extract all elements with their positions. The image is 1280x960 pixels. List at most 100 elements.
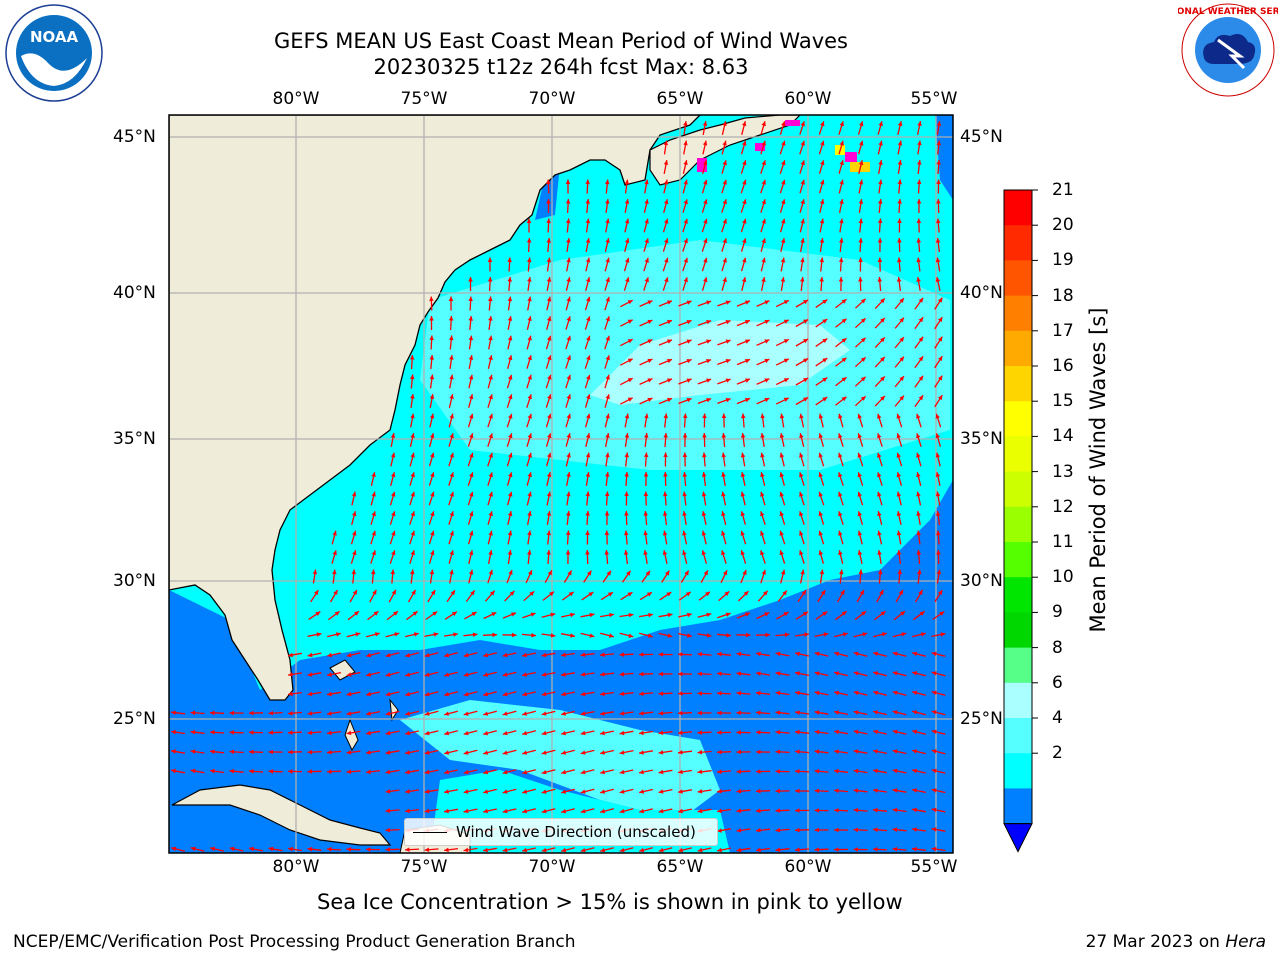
wave-direction-arrowhead xyxy=(682,472,687,477)
wave-direction-arrowhead xyxy=(546,179,551,185)
wave-direction-arrowhead xyxy=(839,179,844,185)
wave-direction-arrowhead xyxy=(686,339,692,344)
wave-direction-arrowhead xyxy=(725,300,731,305)
wave-direction-arrowhead xyxy=(644,413,649,419)
wave-direction-arrowhead xyxy=(897,160,903,165)
wave-direction-arrowhead xyxy=(818,452,823,458)
wave-direction-arrowhead xyxy=(861,611,866,616)
wave-direction-arrowhead xyxy=(527,316,532,321)
wave-direction-arrowhead xyxy=(327,691,332,697)
wave-direction-arrowhead xyxy=(873,847,878,852)
lat-label-left: 40°N xyxy=(113,283,156,303)
wave-direction-arrowhead xyxy=(703,179,708,185)
wave-direction-arrowhead xyxy=(502,847,508,853)
wave-direction-arrowhead xyxy=(507,257,512,263)
wave-direction-arrowhead xyxy=(745,612,750,617)
wave-direction-arrowhead xyxy=(366,847,371,852)
wave-direction-arrowhead xyxy=(509,591,515,596)
wave-direction-arrowhead xyxy=(779,530,784,536)
wave-direction-arrowhead xyxy=(430,491,435,497)
wave-direction-arrowhead xyxy=(644,277,649,283)
wave-direction-arrowhead xyxy=(566,355,571,361)
wave-direction-arrowhead xyxy=(936,160,941,165)
wave-direction-arrowhead xyxy=(600,652,605,657)
wave-direction-arrowhead xyxy=(814,671,820,676)
wave-direction-arrowhead xyxy=(647,339,653,344)
wave-direction-arrowhead xyxy=(858,160,864,166)
wave-direction-arrowhead xyxy=(761,199,766,205)
wave-direction-arrowhead xyxy=(725,612,731,617)
wave-direction-arrowhead xyxy=(413,632,419,637)
wave-direction-arrowhead xyxy=(706,339,712,344)
wave-direction-arrowhead xyxy=(742,257,747,263)
wave-direction-arrowhead xyxy=(391,491,396,497)
wave-direction-arrowhead xyxy=(722,277,727,283)
wave-direction-arrowhead xyxy=(666,592,672,597)
wave-direction-arrowhead xyxy=(936,199,941,204)
wave-direction-arrowhead xyxy=(327,711,332,716)
wave-direction-arrowhead xyxy=(585,452,591,458)
colorbar-segment xyxy=(1004,506,1032,543)
wave-direction-arrowhead xyxy=(683,218,688,224)
wave-direction-arrowhead xyxy=(686,300,692,305)
wave-direction-arrowhead xyxy=(839,140,844,146)
wave-direction-arrowhead xyxy=(761,257,766,263)
wave-direction-arrowhead xyxy=(663,179,669,185)
wave-direction-arrowhead xyxy=(410,511,415,517)
wave-direction-arrowhead xyxy=(795,847,800,852)
colorbar-segment xyxy=(1004,647,1032,684)
wave-direction-arrowhead xyxy=(745,398,750,403)
wave-direction-arrowhead xyxy=(896,530,902,536)
wave-direction-arrowhead xyxy=(859,140,864,146)
wave-direction-arrowhead xyxy=(921,632,926,637)
wave-direction-arrowhead xyxy=(561,711,566,716)
wave-direction-arrowhead xyxy=(783,378,789,383)
wave-direction-arrowhead xyxy=(795,749,800,754)
wave-direction-arrowhead xyxy=(463,847,469,853)
wave-direction-arrowhead xyxy=(878,199,883,204)
wave-direction-arrowhead xyxy=(508,374,513,380)
wave-direction-arrowhead xyxy=(896,511,902,516)
wave-direction-arrowhead xyxy=(391,589,396,595)
wave-direction-arrowhead xyxy=(606,570,611,576)
arrow-legend: Wind Wave Direction (unscaled) xyxy=(404,818,718,846)
wave-direction-arrowhead xyxy=(619,691,625,696)
wave-direction-arrowhead xyxy=(803,339,809,344)
wave-direction-arrowhead xyxy=(268,710,274,716)
wave-direction-arrowhead xyxy=(799,491,804,497)
wave-direction-arrowhead xyxy=(853,808,859,813)
wave-direction-arrowhead xyxy=(853,671,859,676)
wave-direction-arrowhead xyxy=(936,140,941,146)
wave-direction-arrowhead xyxy=(566,394,571,400)
wave-direction-arrowhead xyxy=(853,788,859,793)
wave-direction-arrowhead xyxy=(931,651,937,657)
wave-direction-arrowhead xyxy=(502,652,508,658)
wave-direction-arrowhead xyxy=(760,550,765,556)
wave-direction-arrowhead xyxy=(683,238,688,244)
wave-direction-arrowhead xyxy=(429,316,434,321)
wave-direction-arrowhead xyxy=(527,277,532,282)
wave-direction-arrowhead xyxy=(366,672,372,677)
lon-label-top: 55°W xyxy=(910,89,958,109)
wave-direction-arrowhead xyxy=(468,335,474,341)
wave-direction-arrowhead xyxy=(783,300,789,305)
colorbar-under-triangle xyxy=(1003,823,1033,853)
wave-direction-arrowhead xyxy=(697,847,703,853)
graticule xyxy=(169,115,953,853)
wave-direction-arrowhead xyxy=(702,121,708,126)
wave-direction-arrowhead xyxy=(853,847,858,852)
wave-direction-arrowhead xyxy=(249,769,254,774)
wave-direction-arrowhead xyxy=(658,808,664,814)
wave-direction-arrowhead xyxy=(522,672,527,677)
wave-direction-arrowhead xyxy=(644,218,649,224)
wave-direction-arrowhead xyxy=(507,296,513,302)
lat-label-left: 25°N xyxy=(113,709,156,729)
wave-direction-arrowhead xyxy=(566,335,571,341)
wave-direction-arrowhead xyxy=(229,846,235,852)
wave-direction-arrowhead xyxy=(939,611,945,616)
wave-direction-arrowhead xyxy=(488,530,493,536)
wave-direction-arrowhead xyxy=(916,511,921,516)
wave-direction-arrowhead xyxy=(444,808,449,814)
wave-direction-arrowhead xyxy=(288,691,293,697)
wave-direction-arrowhead xyxy=(492,632,497,638)
